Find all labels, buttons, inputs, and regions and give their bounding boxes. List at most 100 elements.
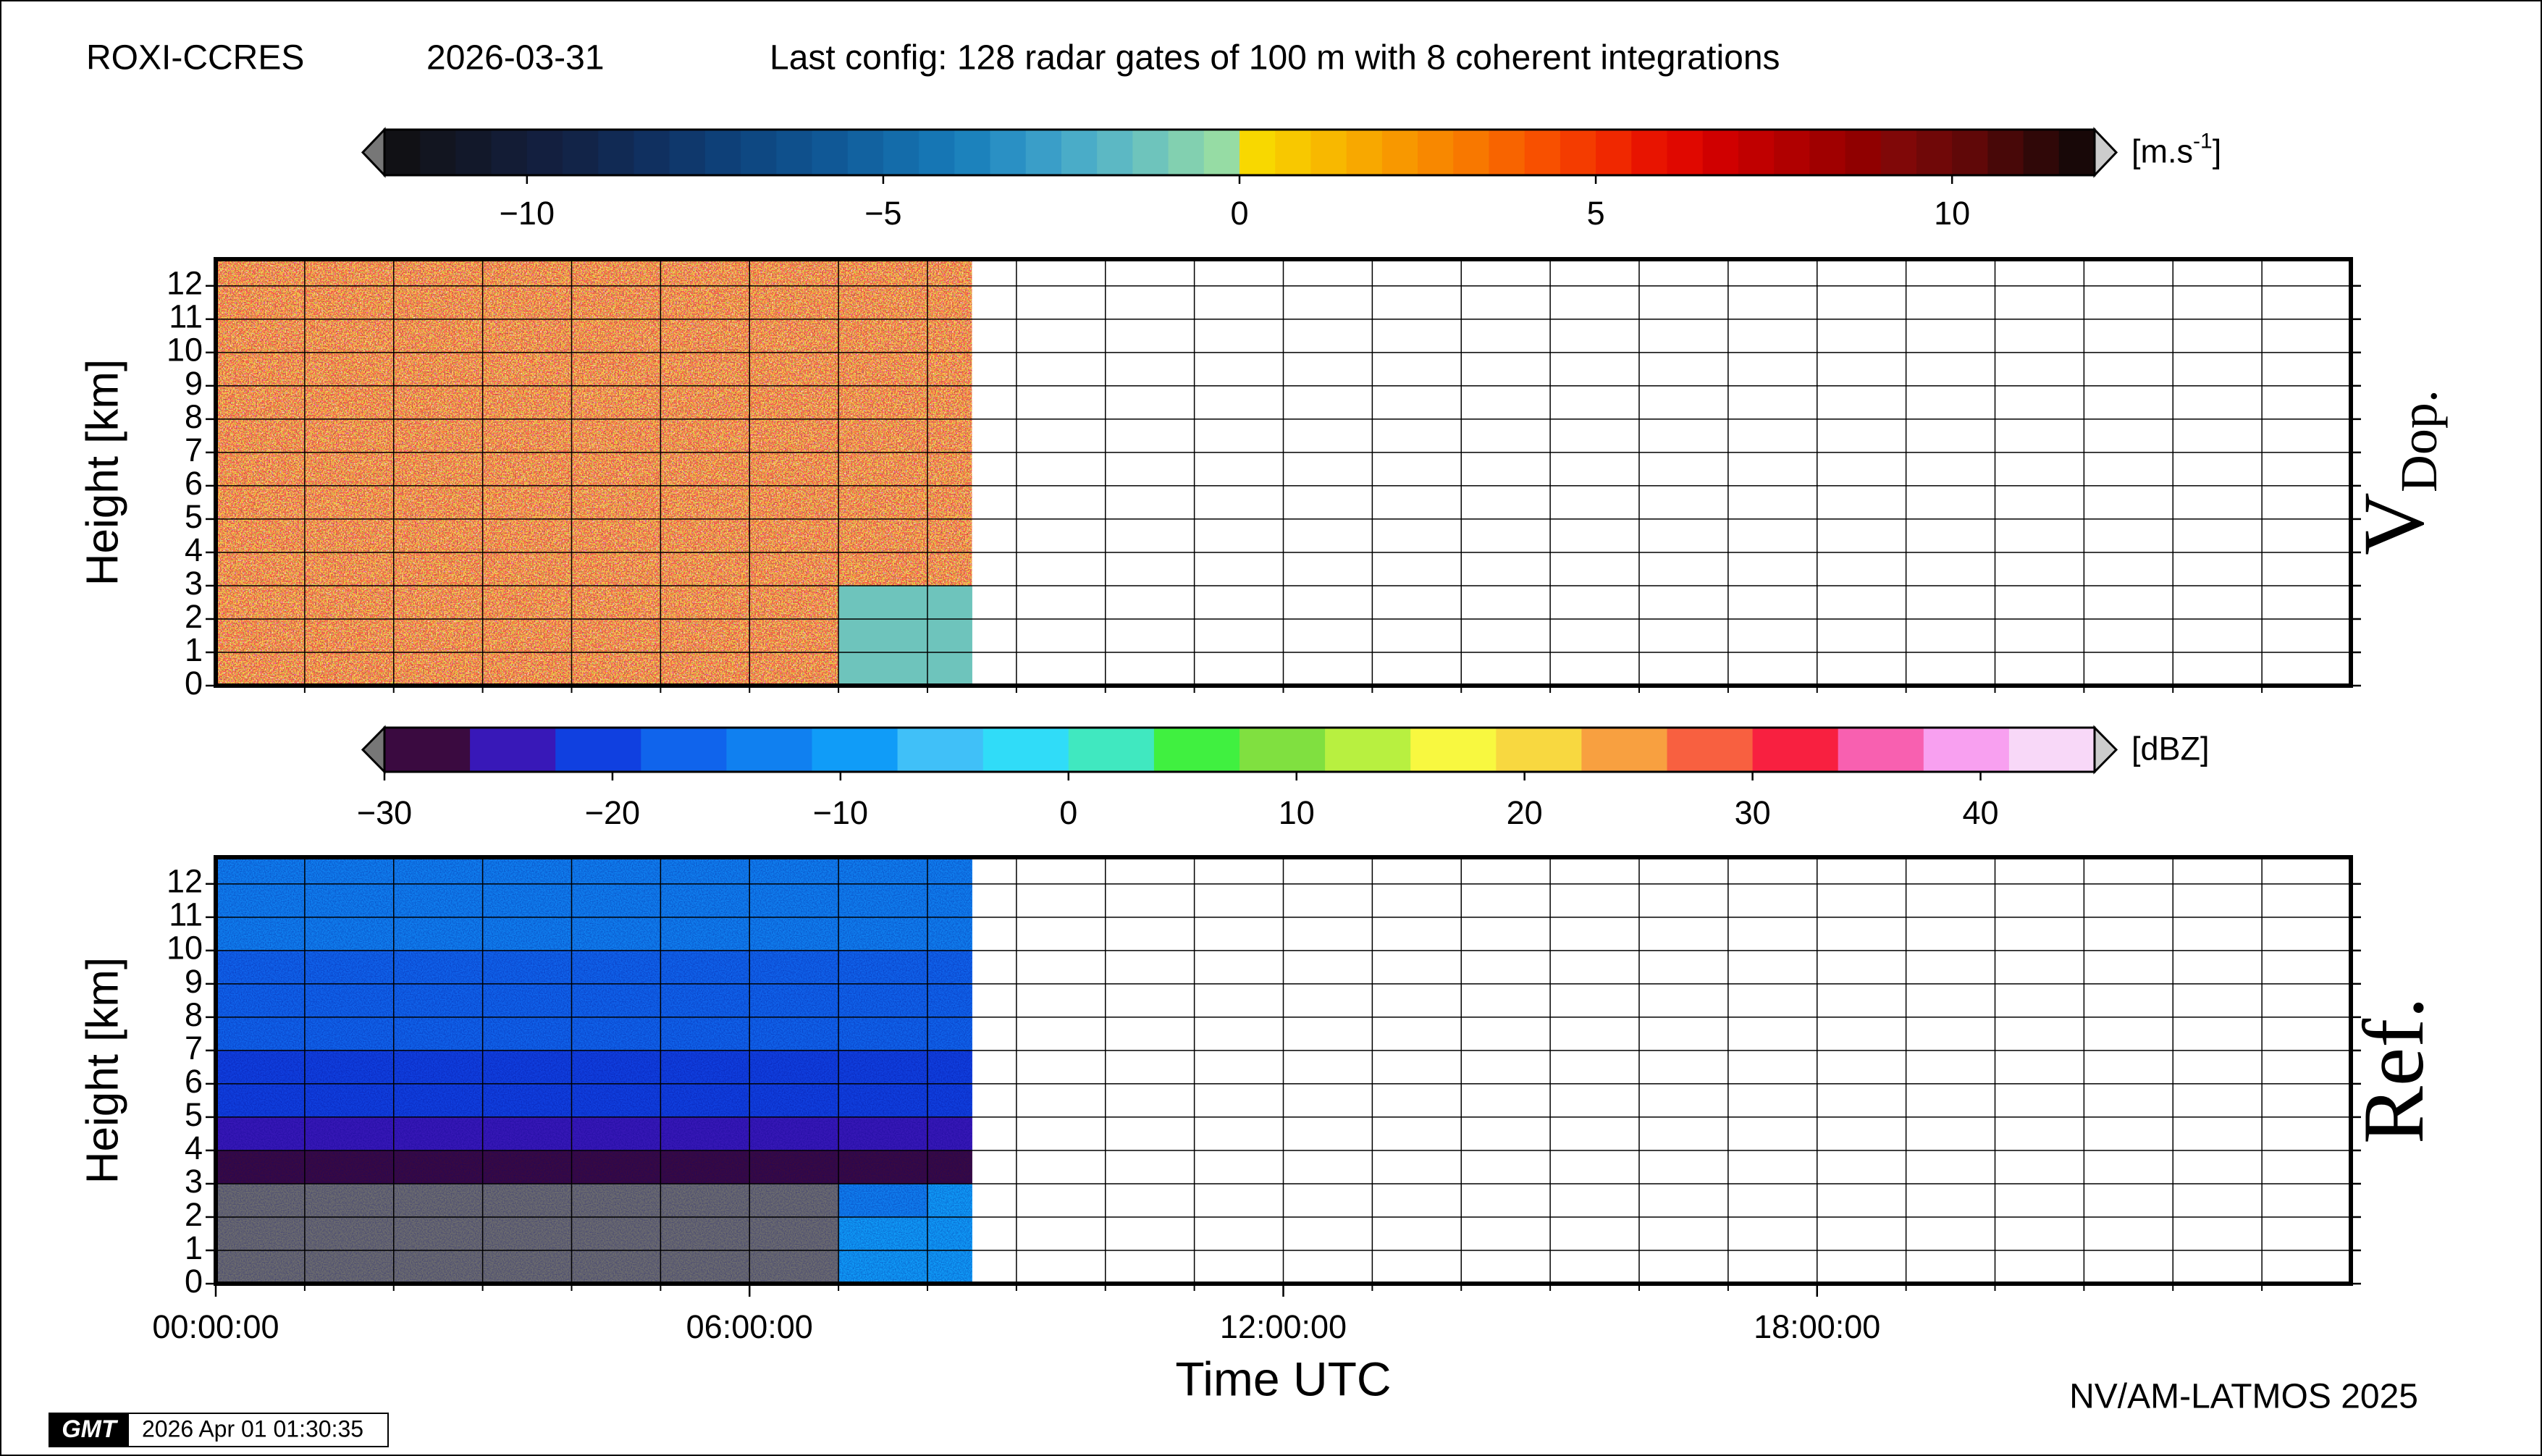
colorbar-swatch (897, 728, 984, 772)
plot-frame (214, 855, 2353, 1286)
colorbar-swatch (812, 728, 898, 772)
colorbar-swatch (1560, 130, 1596, 175)
colorbar-tick-label: 40 (1963, 794, 1999, 831)
colorbar-swatch (1381, 130, 1418, 175)
config: Last config: 128 radar gates of 100 m wi… (770, 39, 1780, 77)
colorbar-swatch (1489, 130, 1525, 175)
colorbar-swatch (1275, 130, 1312, 175)
colorbar-swatch (2023, 130, 2060, 175)
colorbar-swatch (1581, 728, 1668, 772)
y-tick-label: 3 (185, 1163, 203, 1200)
colorbar-swatch (1923, 728, 2010, 772)
colorbar-swatch (1203, 130, 1240, 175)
y-tick-label: 10 (167, 332, 203, 369)
colorbar-swatch (1153, 728, 1240, 772)
colorbar-swatch (726, 728, 813, 772)
y-tick-label: 8 (185, 398, 203, 435)
colorbar-swatch (526, 130, 563, 175)
colorbar-swatch (1880, 130, 1917, 175)
colorbar-tick-label: −5 (864, 195, 901, 232)
y-tick-label: 3 (185, 565, 203, 602)
colorbar-swatch (1952, 130, 1988, 175)
colorbar-swatch (1453, 130, 1490, 175)
colorbar-swatch (563, 130, 599, 175)
colorbar-swatch (384, 728, 471, 772)
colorbar-swatch (598, 130, 635, 175)
colorbar-swatch (1845, 130, 1882, 175)
colorbar-tick-label: 0 (1230, 195, 1248, 232)
colorbar-tick-label: 5 (1587, 195, 1605, 232)
heat-cell (838, 652, 928, 686)
colorbar-swatch (1524, 130, 1561, 175)
colorbar-swatch (491, 130, 528, 175)
colorbar-swatch (990, 130, 1027, 175)
x-axis-title: Time UTC (1175, 1352, 1391, 1405)
colorbar-swatch (420, 130, 457, 175)
credit: NV/AM-LATMOS 2025 (2069, 1378, 2418, 1416)
colorbar-tick-label: −20 (585, 794, 640, 831)
colorbar-unit: [m.s-1] (2131, 129, 2221, 169)
colorbar-tick-label: −10 (500, 195, 555, 232)
x-tick-label: 06:00:00 (686, 1308, 813, 1345)
colorbar-swatch (1987, 130, 2024, 175)
colorbar-tick-label: −30 (357, 794, 412, 831)
colorbar-swatch (1310, 130, 1347, 175)
y-axis-title: Height [km] (77, 359, 127, 586)
colorbar-tick-label: 30 (1735, 794, 1771, 831)
y-tick-label: 9 (185, 963, 203, 1000)
colorbar-tick-label: 10 (1279, 794, 1315, 831)
colorbar-swatch (1496, 728, 1582, 772)
unit-text: [m.s (2131, 132, 2193, 169)
colorbar-swatch (1916, 130, 1953, 175)
colorbar-swatch (1774, 130, 1810, 175)
y-tick-label: 9 (185, 365, 203, 402)
y-tick-label: 12 (167, 863, 203, 900)
unit-end: ] (2213, 132, 2222, 169)
y-tick-label: 12 (167, 265, 203, 302)
colorbar-tick-label: 20 (1507, 794, 1543, 831)
colorbar-swatch (1809, 130, 1846, 175)
heat-cell (838, 585, 928, 620)
colorbar-swatch (1738, 130, 1775, 175)
colorbar-swatch (1097, 130, 1133, 175)
colorbar-swatch (1068, 728, 1155, 772)
y-tick-label: 5 (185, 498, 203, 535)
y-tick-label: 6 (185, 1063, 203, 1100)
y-tick-label: 7 (185, 1030, 203, 1066)
colorbar-swatch (455, 130, 492, 175)
colorbar-swatch (2058, 130, 2095, 175)
unit-superscript: -1 (2193, 129, 2213, 153)
y-tick-label: 1 (185, 631, 203, 668)
colorbar-swatch (1025, 130, 1062, 175)
colorbar-swatch (776, 130, 813, 175)
panel-label: VDop. (2345, 390, 2448, 555)
speckle-texture (216, 857, 972, 1284)
y-axis-title: Height [km] (77, 957, 127, 1184)
y-tick-label: 2 (185, 598, 203, 635)
heat-cell (927, 585, 972, 620)
colorbar-swatch (1240, 130, 1276, 175)
colorbar-swatch (1418, 130, 1454, 175)
colorbar-swatch (812, 130, 849, 175)
y-tick-label: 6 (185, 465, 203, 502)
timestamp: 2026 Apr 01 01:30:35 (142, 1415, 363, 1442)
colorbar-swatch (1061, 130, 1098, 175)
colorbar-tick-label: 10 (1934, 195, 1970, 232)
colorbar-swatch (470, 728, 556, 772)
colorbar-swatch (847, 130, 884, 175)
colorbar-swatch (1325, 728, 1411, 772)
x-tick-label: 18:00:00 (1754, 1308, 1880, 1345)
colorbar-unit: [dBZ] (2131, 730, 2210, 767)
colorbar-swatch (1667, 728, 1754, 772)
x-tick-label: 12:00:00 (1220, 1308, 1347, 1345)
colorbar-swatch (1631, 130, 1668, 175)
date: 2026-03-31 (426, 39, 605, 77)
colorbar-swatch (1752, 728, 1839, 772)
colorbar-swatch (883, 130, 919, 175)
colorbar-swatch (669, 130, 706, 175)
heat-cell (927, 618, 972, 653)
panel-label-main: Ref. (2345, 997, 2441, 1144)
y-tick-label: 7 (185, 432, 203, 468)
colorbar-swatch (704, 130, 741, 175)
